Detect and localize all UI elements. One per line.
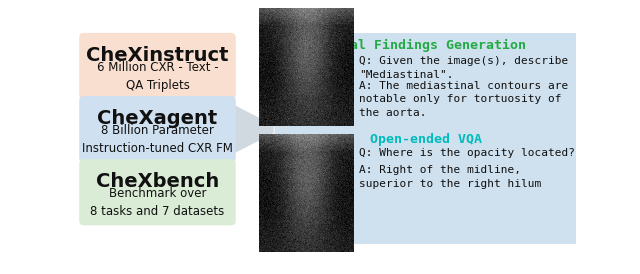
- Polygon shape: [95, 34, 274, 225]
- Text: Open-ended VQA: Open-ended VQA: [370, 133, 482, 146]
- Text: CheXagent: CheXagent: [97, 109, 218, 128]
- FancyBboxPatch shape: [79, 96, 236, 162]
- FancyBboxPatch shape: [79, 33, 236, 99]
- Text: Local Findings Generation: Local Findings Generation: [326, 39, 526, 52]
- Text: Q: Where is the opacity located?: Q: Where is the opacity located?: [359, 149, 575, 158]
- Text: Q: Given the image(s), describe
"Mediastinal".: Q: Given the image(s), describe "Mediast…: [359, 56, 568, 79]
- FancyBboxPatch shape: [275, 31, 577, 246]
- Text: A: The mediastinal contours are
notable only for tortuosity of
the aorta.: A: The mediastinal contours are notable …: [359, 81, 568, 118]
- FancyBboxPatch shape: [79, 159, 236, 226]
- Text: A: Right of the midline,
superior to the right hilum: A: Right of the midline, superior to the…: [359, 165, 541, 189]
- Text: CheXinstruct: CheXinstruct: [86, 46, 228, 65]
- Text: Benchmark over
8 tasks and 7 datasets: Benchmark over 8 tasks and 7 datasets: [90, 187, 225, 218]
- Text: 8 Billion Parameter
Instruction-tuned CXR FM: 8 Billion Parameter Instruction-tuned CX…: [82, 124, 233, 155]
- Text: CheXbench: CheXbench: [96, 172, 219, 191]
- Text: 6 Million CXR - Text -
QA Triplets: 6 Million CXR - Text - QA Triplets: [97, 61, 218, 92]
